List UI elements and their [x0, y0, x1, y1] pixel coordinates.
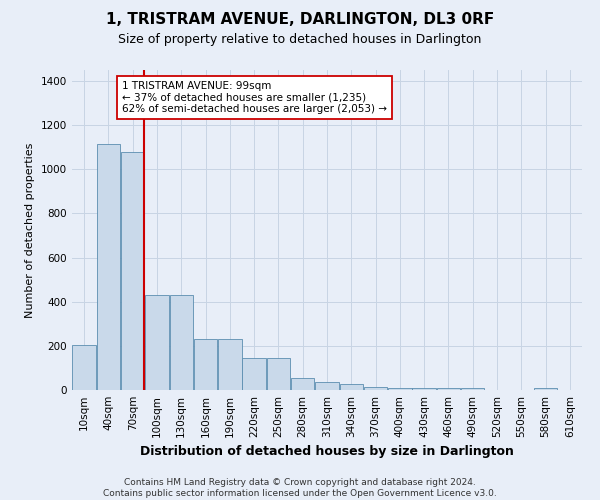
Bar [364, 386, 388, 390]
Bar [412, 388, 436, 390]
Bar [534, 388, 557, 390]
Bar [121, 152, 145, 390]
Bar [388, 388, 412, 390]
Text: Contains HM Land Registry data © Crown copyright and database right 2024.
Contai: Contains HM Land Registry data © Crown c… [103, 478, 497, 498]
Bar [315, 382, 339, 390]
Text: Size of property relative to detached houses in Darlington: Size of property relative to detached ho… [118, 32, 482, 46]
Bar [194, 339, 217, 390]
Bar [170, 295, 193, 390]
Bar [218, 339, 242, 390]
Bar [97, 144, 120, 390]
Bar [291, 378, 314, 390]
Bar [242, 358, 266, 390]
Bar [145, 295, 169, 390]
Bar [73, 345, 96, 390]
Text: 1 TRISTRAM AVENUE: 99sqm
← 37% of detached houses are smaller (1,235)
62% of sem: 1 TRISTRAM AVENUE: 99sqm ← 37% of detach… [122, 81, 387, 114]
X-axis label: Distribution of detached houses by size in Darlington: Distribution of detached houses by size … [140, 445, 514, 458]
Bar [437, 388, 460, 390]
Bar [461, 388, 484, 390]
Y-axis label: Number of detached properties: Number of detached properties [25, 142, 35, 318]
Bar [340, 384, 363, 390]
Bar [266, 358, 290, 390]
Text: 1, TRISTRAM AVENUE, DARLINGTON, DL3 0RF: 1, TRISTRAM AVENUE, DARLINGTON, DL3 0RF [106, 12, 494, 28]
